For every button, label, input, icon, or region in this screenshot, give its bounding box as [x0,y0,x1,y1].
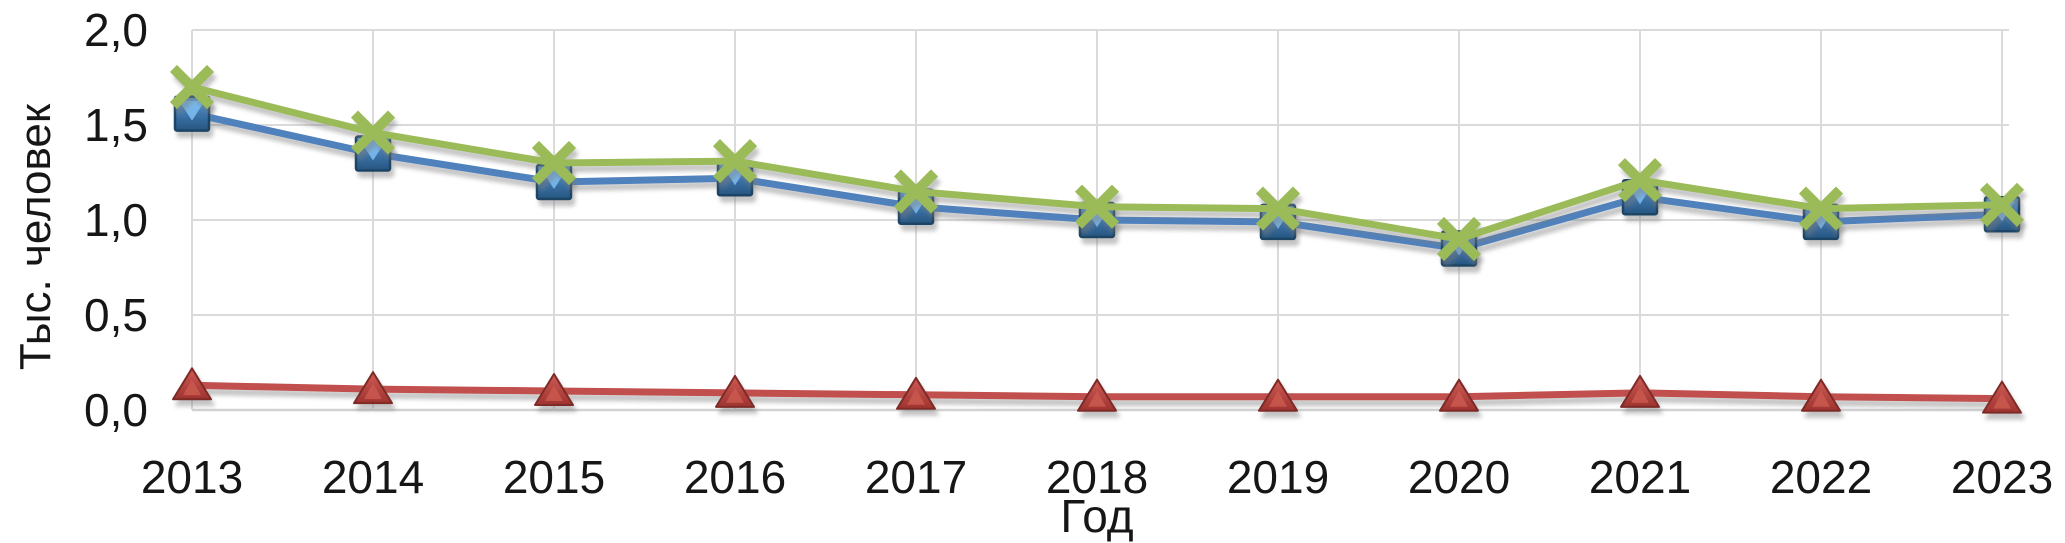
x-marker [1436,216,1482,262]
x-axis-title: Год [1060,490,1134,542]
triangle-marker-highlight [1450,390,1468,407]
x-marker [531,140,577,186]
x-tick-label: 2013 [140,451,244,503]
x-marker [1617,158,1663,203]
x-marker [169,64,215,110]
y-tick-label: 0,5 [84,289,148,341]
x-tick-label: 2021 [1588,451,1692,503]
x-marker [1255,186,1301,231]
triangle-marker-highlight [364,383,382,400]
x-marker [712,139,758,184]
series-x [169,64,2025,262]
x-marker [1979,182,2025,227]
triangle-marker-highlight [1812,390,1830,407]
y-tick-label: 2,0 [84,4,148,56]
triangle-marker-highlight [907,388,925,405]
x-tick-label: 2023 [1950,451,2054,503]
triangle-marker-highlight [545,385,563,401]
y-tick-label: 0,0 [84,384,148,436]
x-tick-label: 2014 [321,451,425,503]
series-layer [169,64,2025,414]
x-marker [1798,186,1844,231]
y-tick-label: 1,5 [84,99,148,151]
square-marker-highlight [179,100,205,121]
triangle-marker-highlight [1088,390,1106,407]
x-tick-label: 2017 [864,451,968,503]
x-marker [1074,184,1120,229]
series-triangle [172,367,2022,414]
x-tick-label: 2015 [502,451,606,503]
x-tick-label: 2019 [1226,451,1330,503]
x-marker [893,169,939,214]
x-tick-label: 2016 [683,451,787,503]
x-marker [350,110,396,155]
x-tick-label: 2020 [1407,451,1511,503]
triangle-marker-highlight [726,386,744,403]
triangle-marker-highlight [183,379,201,396]
y-tick-label: 1,0 [84,194,148,246]
x-tick-label: 2022 [1769,451,1873,503]
triangle-marker-highlight [1993,392,2011,409]
triangle-marker-highlight [1269,390,1287,407]
x-tick-label: 2018 [1045,451,1149,503]
triangle-marker-highlight [1631,386,1649,403]
